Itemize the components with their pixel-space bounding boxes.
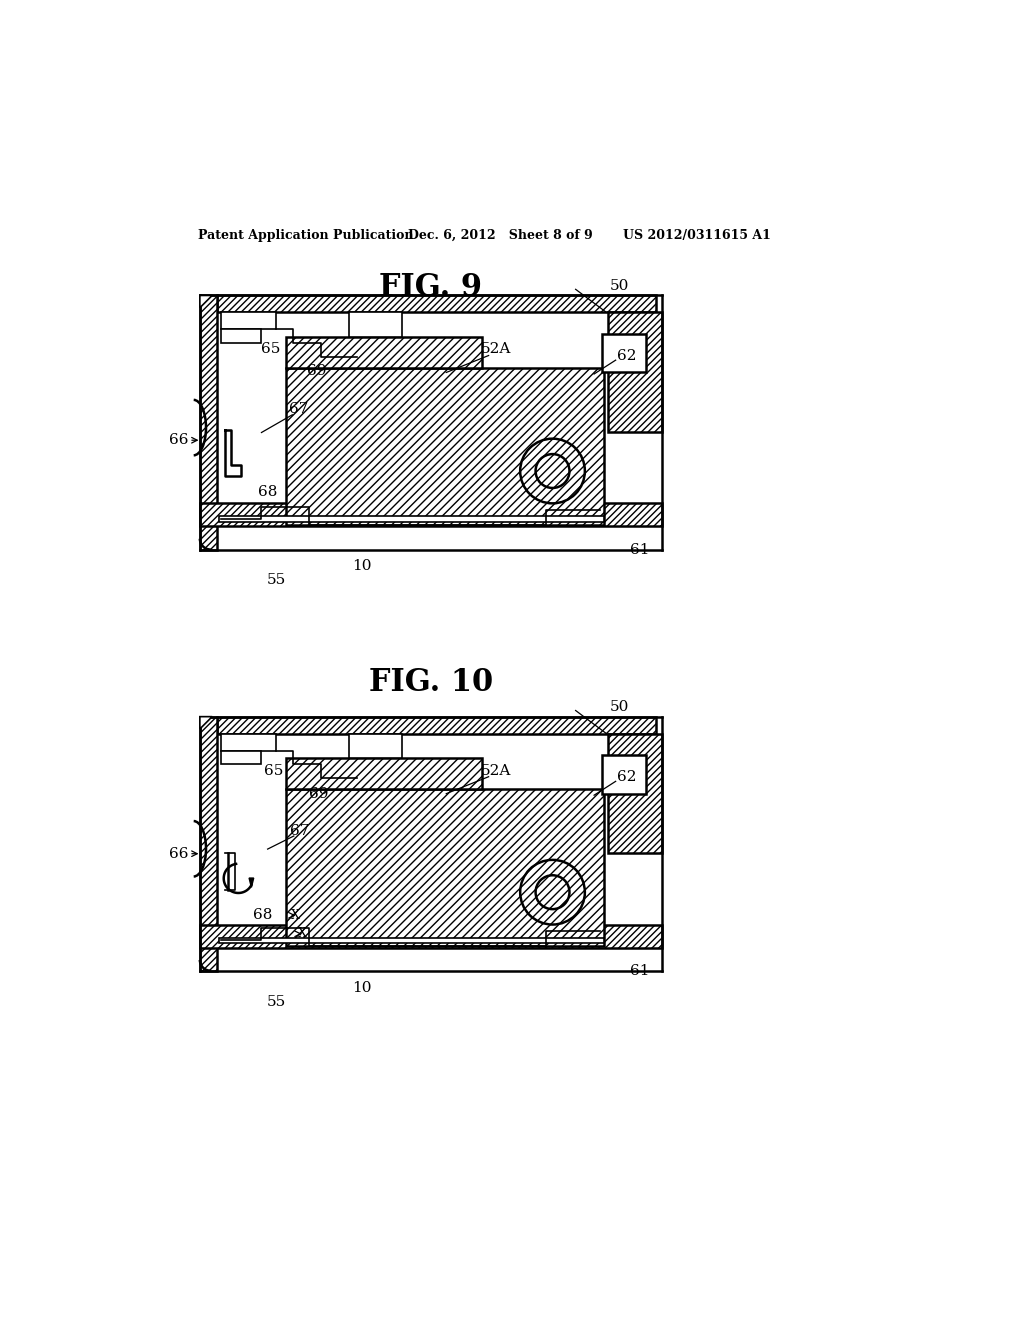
Text: 52A: 52A	[481, 763, 512, 777]
Bar	[200, 503, 662, 527]
Bar	[608, 734, 662, 853]
Text: 68: 68	[258, 484, 278, 499]
Text: 61: 61	[630, 964, 649, 978]
Bar	[349, 313, 401, 337]
Text: US 2012/0311615 A1: US 2012/0311615 A1	[624, 230, 771, 243]
Bar	[200, 924, 662, 948]
Text: 65: 65	[261, 342, 281, 356]
Bar	[286, 789, 604, 946]
Bar	[286, 758, 482, 789]
Bar	[602, 334, 646, 372]
Text: 52A: 52A	[481, 342, 512, 356]
Text: 67: 67	[289, 403, 308, 416]
Text: X: X	[291, 908, 300, 921]
Bar	[602, 755, 646, 793]
Text: 55: 55	[267, 994, 287, 1008]
Text: 67: 67	[290, 824, 309, 838]
Polygon shape	[249, 878, 254, 887]
Text: 55: 55	[267, 573, 287, 587]
Bar	[200, 717, 217, 970]
Text: 62: 62	[617, 348, 637, 363]
Bar	[219, 516, 604, 521]
Text: 66: 66	[169, 433, 188, 447]
Text: 65: 65	[264, 763, 284, 777]
Bar	[286, 337, 482, 368]
Bar	[200, 296, 217, 549]
Bar	[217, 717, 655, 734]
Text: 10: 10	[352, 560, 372, 573]
Text: X: X	[298, 927, 306, 940]
Bar	[220, 734, 276, 751]
Bar	[608, 313, 662, 432]
Text: Patent Application Publication: Patent Application Publication	[199, 230, 414, 243]
Text: 50: 50	[609, 280, 629, 293]
Text: 66: 66	[169, 846, 188, 861]
Polygon shape	[200, 296, 212, 308]
Polygon shape	[200, 717, 212, 729]
Bar	[220, 330, 261, 343]
Text: Dec. 6, 2012   Sheet 8 of 9: Dec. 6, 2012 Sheet 8 of 9	[408, 230, 593, 243]
Text: 69: 69	[309, 787, 329, 801]
Text: 68: 68	[253, 908, 272, 923]
Bar	[220, 313, 276, 330]
Text: 69: 69	[307, 364, 327, 378]
Text: 50: 50	[609, 701, 629, 714]
Bar	[217, 296, 655, 313]
Text: FIG. 10: FIG. 10	[369, 667, 493, 697]
Bar	[219, 937, 604, 942]
Text: 10: 10	[352, 981, 372, 995]
Text: FIG. 9: FIG. 9	[379, 272, 482, 304]
Text: 61: 61	[630, 543, 649, 557]
Text: 62: 62	[617, 770, 637, 784]
Bar	[220, 751, 261, 764]
Bar	[286, 368, 604, 525]
Polygon shape	[224, 430, 242, 477]
Bar	[349, 734, 401, 758]
